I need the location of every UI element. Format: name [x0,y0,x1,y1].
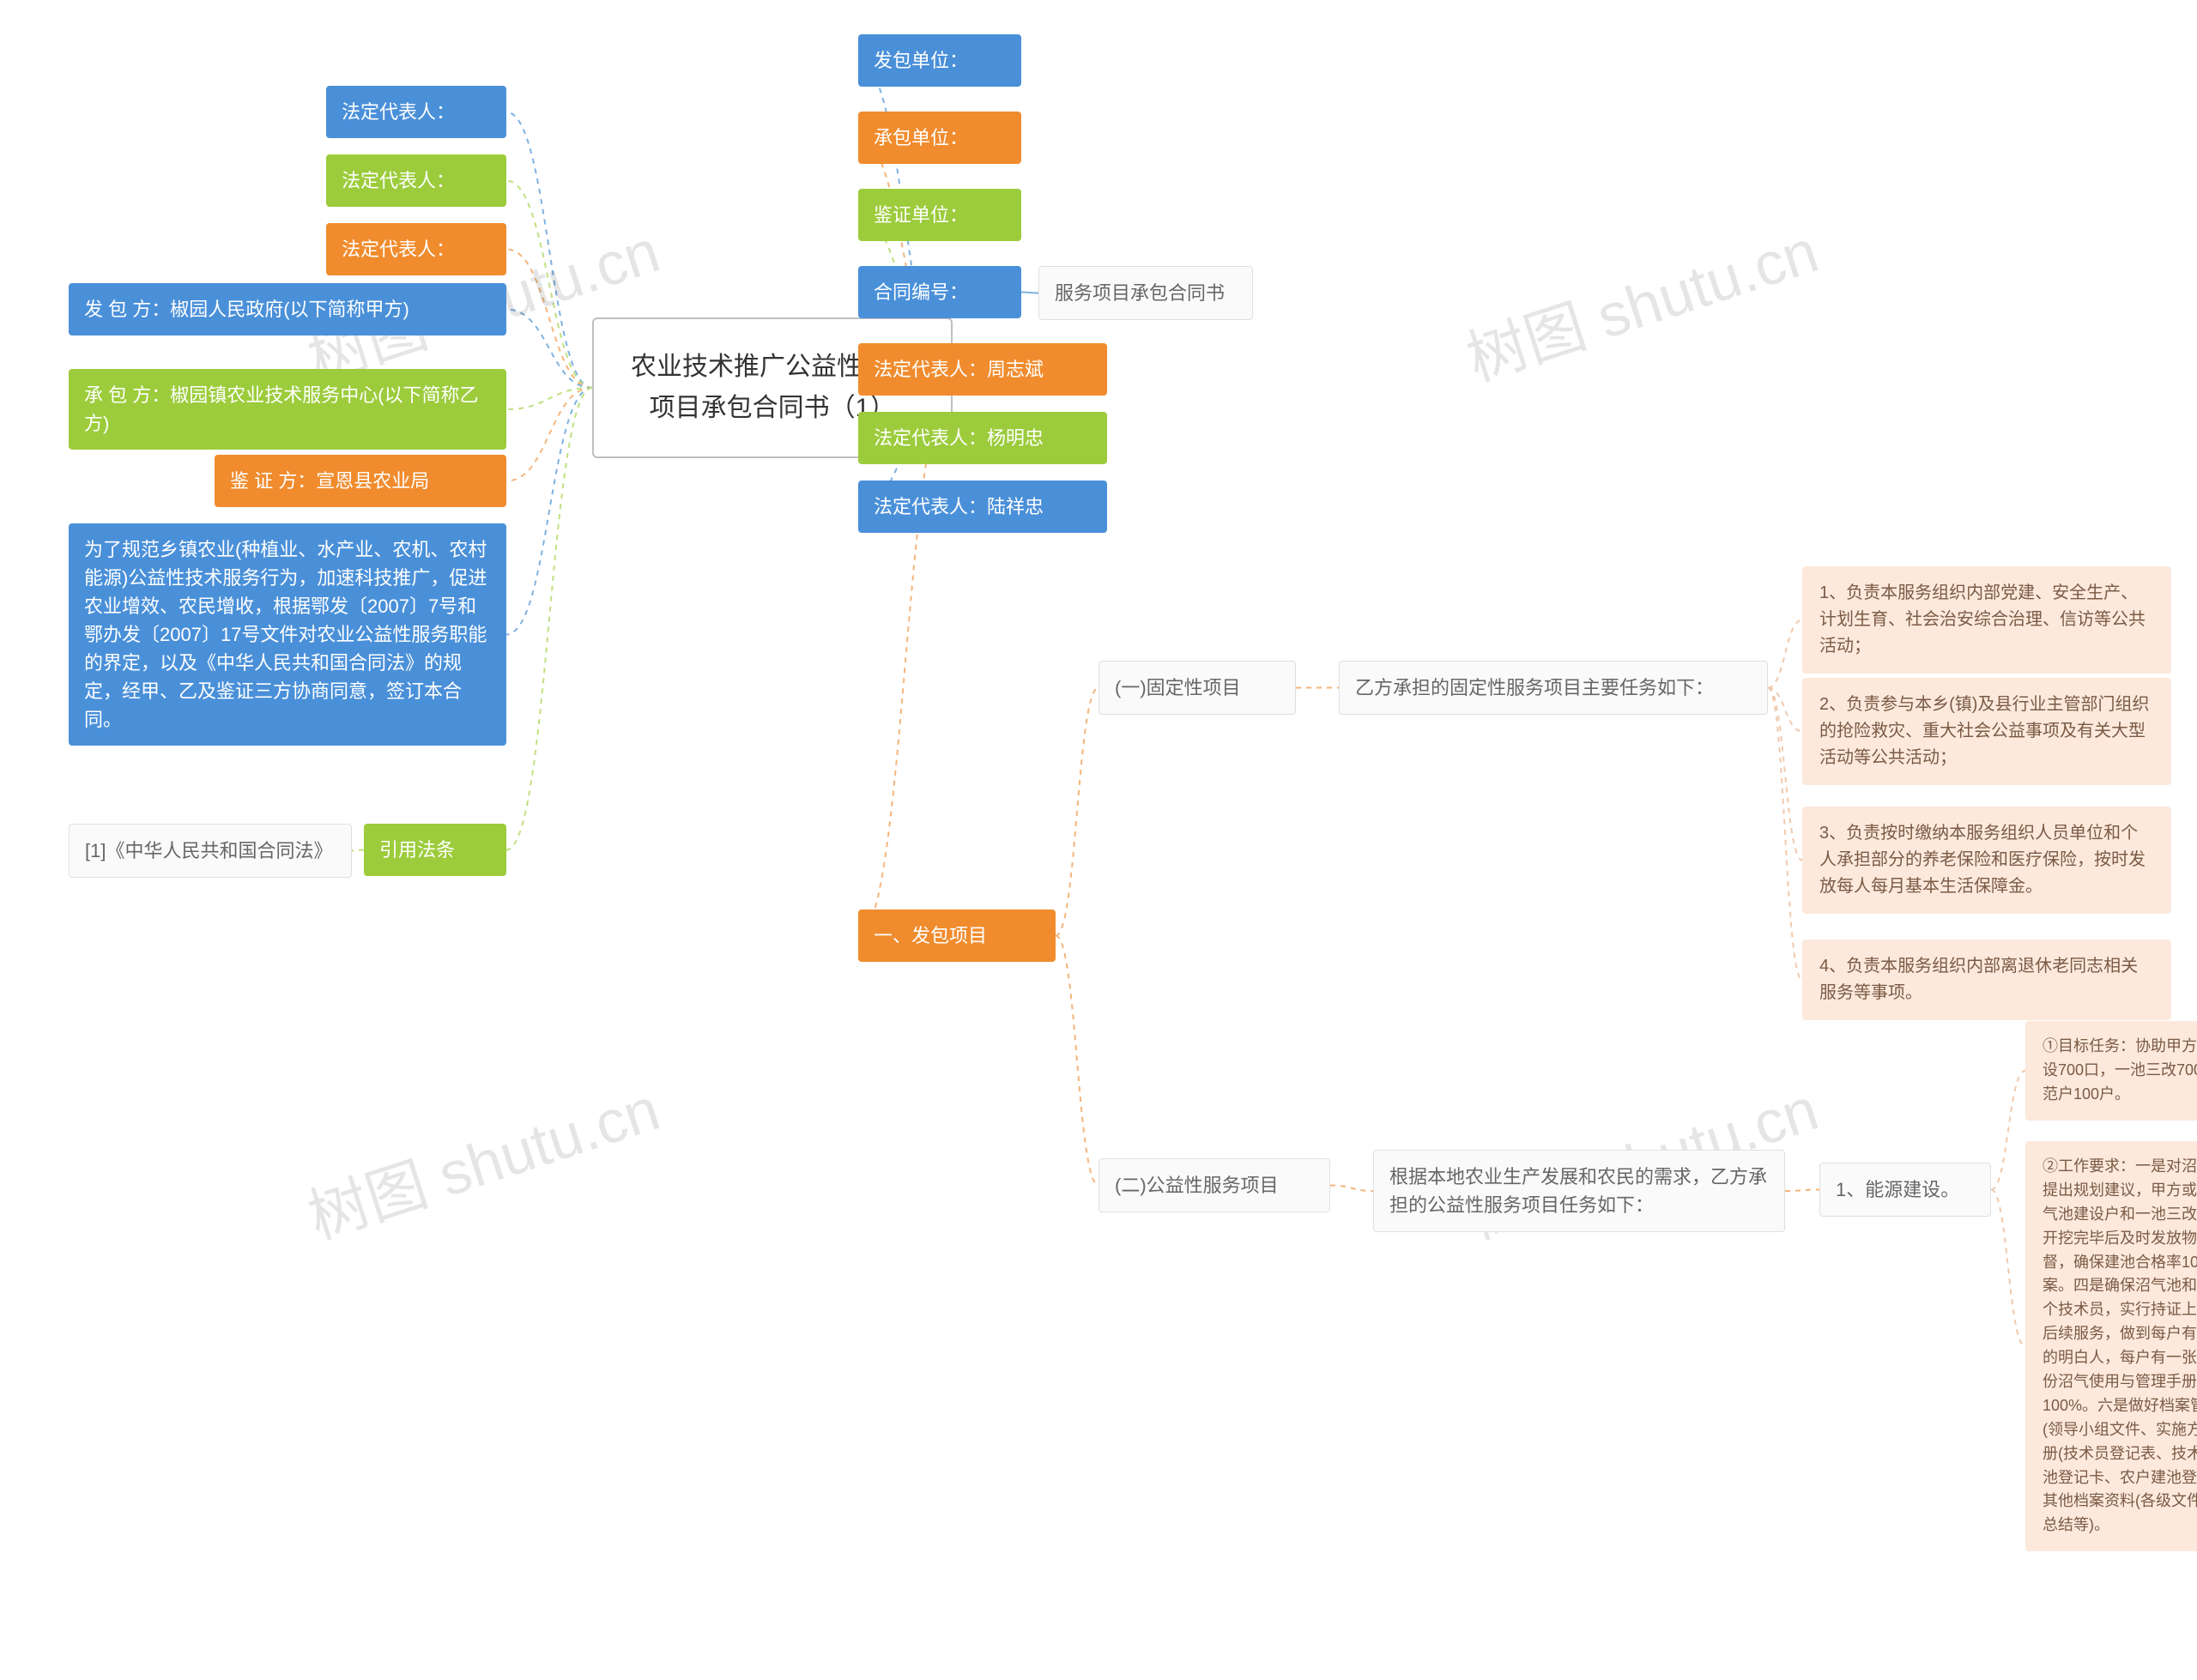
edge [1330,1186,1373,1192]
edge [1768,688,1802,981]
node-l6[interactable]: 鉴 证 方：宣恩县农业局 [215,455,506,507]
node-e2[interactable]: ②工作要求：一是对沼气池建设户和一池三改户提出规划建议，甲方或农户提供参谋。二是… [2025,1141,2197,1551]
node-r4[interactable]: 合同编号： [858,266,1021,318]
edge [506,250,592,389]
edge [506,388,592,409]
node-r3[interactable]: 鉴证单位： [858,189,1021,241]
edge [1056,688,1098,936]
node-r6[interactable]: 法定代表人：杨明忠 [858,412,1107,464]
node-r8b1[interactable]: 根据本地农业生产发展和农民的需求，乙方承担的公益性服务项目任务如下： [1373,1150,1785,1232]
node-p1[interactable]: 1、负责本服务组织内部党建、安全生产、计划生育、社会治安综合治理、信访等公共活动… [1802,566,2171,674]
node-r1[interactable]: 发包单位： [858,34,1021,87]
edge [1991,1071,2025,1190]
node-e1[interactable]: ①目标任务：协助甲方完成(或单独完成)沼气池建设700口，一池三改700户，示范… [2025,1021,2197,1121]
watermark: 树图 shutu.cn [296,1061,669,1256]
node-r2[interactable]: 承包单位： [858,112,1021,164]
node-r5[interactable]: 法定代表人：周志斌 [858,343,1107,396]
node-r8a[interactable]: (一)固定性项目 [1098,661,1296,715]
node-p3[interactable]: 3、负责按时缴纳本服务组织人员单位和个人承担部分的养老保险和医疗保险，按时发放每… [1802,807,2171,914]
node-l1[interactable]: 法定代表人： [326,86,506,138]
node-r8b[interactable]: (二)公益性服务项目 [1098,1158,1330,1212]
edge [1056,936,1098,1186]
edge [1991,1190,2025,1347]
node-l8[interactable]: 引用法条 [364,824,506,876]
edge [1768,620,1802,688]
node-l7[interactable]: 为了规范乡镇农业(种植业、水产业、农机、农村能源)公益性技术服务行为，加速科技推… [69,523,506,746]
node-p4[interactable]: 4、负责本服务组织内部离退休老同志相关服务等事项。 [1802,940,2171,1020]
edge [1785,1190,1819,1192]
node-p2[interactable]: 2、负责参与本乡(镇)及县行业主管部门组织的抢险救灾、重大社会公益事项及有关大型… [1802,678,2171,785]
node-l8a[interactable]: [1]《中华人民共和国合同法》 [69,824,352,878]
edge [506,388,592,850]
node-r7[interactable]: 法定代表人：陆祥忠 [858,480,1107,533]
edge [506,181,592,389]
node-l3[interactable]: 法定代表人： [326,223,506,275]
node-r8a1[interactable]: 乙方承担的固定性服务项目主要任务如下： [1339,661,1768,715]
node-r4a[interactable]: 服务项目承包合同书 [1038,266,1253,320]
edge [352,850,364,851]
mindmap-canvas: 树图 shutu.cn 树图 shutu.cn 树图 shutu.cn 树图 s… [0,0,2197,1680]
edge [1768,688,1802,861]
edge [1768,688,1802,732]
node-l5[interactable]: 承 包 方：椒园镇农业技术服务中心(以下简称乙方) [69,369,506,450]
node-l4[interactable]: 发 包 方：椒园人民政府(以下简称甲方) [69,283,506,335]
edge [506,112,592,389]
node-r8b2[interactable]: 1、能源建设。 [1819,1163,1991,1217]
edge [506,310,592,389]
node-r8[interactable]: 一、发包项目 [858,909,1056,962]
edge [506,388,592,635]
node-l2[interactable]: 法定代表人： [326,154,506,207]
edge [506,388,592,481]
edge [858,388,953,936]
watermark: 树图 shutu.cn [1455,203,1828,398]
